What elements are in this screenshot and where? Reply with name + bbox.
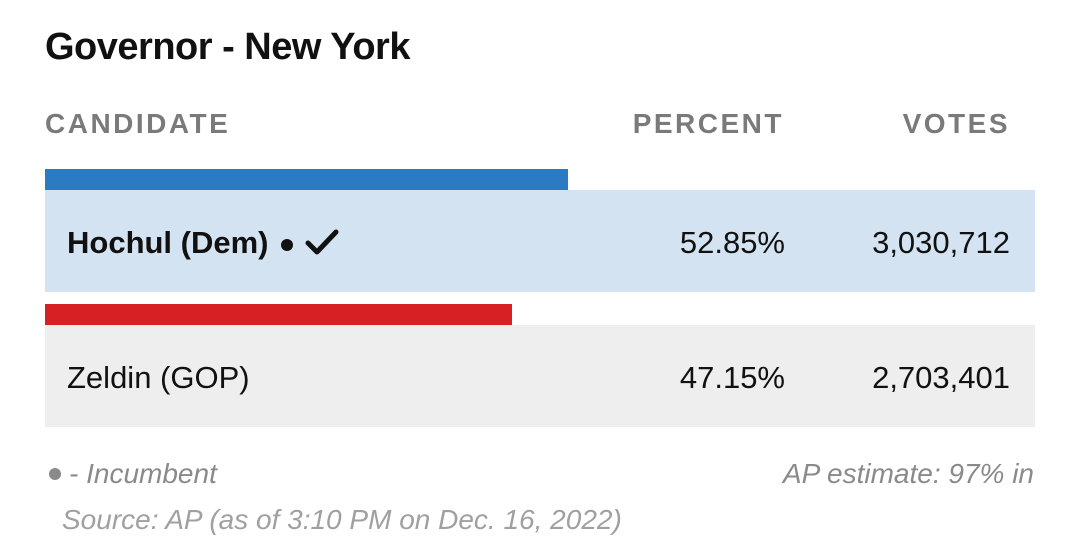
- percent-column-header: PERCENT: [632, 108, 784, 139]
- row-background: [45, 325, 1035, 427]
- row-background: [45, 190, 1035, 292]
- vote-share-bar-hochul: [45, 169, 568, 190]
- incumbent-legend: - Incumbent: [49, 458, 217, 490]
- reporting-estimate: AP estimate: 97% in: [782, 458, 1034, 489]
- candidate-name: Hochul (Dem): [67, 225, 269, 260]
- percent-value: 47.15%: [679, 360, 785, 395]
- source-note: Source: AP (as of 3:10 PM on Dec. 16, 20…: [62, 504, 622, 535]
- candidate-name: Zeldin (GOP): [67, 360, 250, 395]
- incumbent-dot-icon: [49, 468, 61, 480]
- incumbent-dot-icon: [280, 239, 293, 251]
- incumbent-legend-text: - Incumbent: [69, 458, 217, 489]
- votes-column-header: VOTES: [902, 108, 1010, 139]
- vote-share-bar-zeldin: [45, 304, 512, 325]
- percent-value: 52.85%: [679, 225, 785, 260]
- checkmark-icon: [305, 229, 338, 255]
- candidate-name-cell: Hochul (Dem): [67, 225, 339, 261]
- votes-value: 3,030,712: [872, 225, 1010, 260]
- candidate-name-cell: Zeldin (GOP): [67, 360, 250, 396]
- votes-value: 2,703,401: [872, 360, 1010, 395]
- page-title: Governor - New York: [45, 26, 410, 68]
- candidate-column-header: CANDIDATE: [45, 108, 231, 139]
